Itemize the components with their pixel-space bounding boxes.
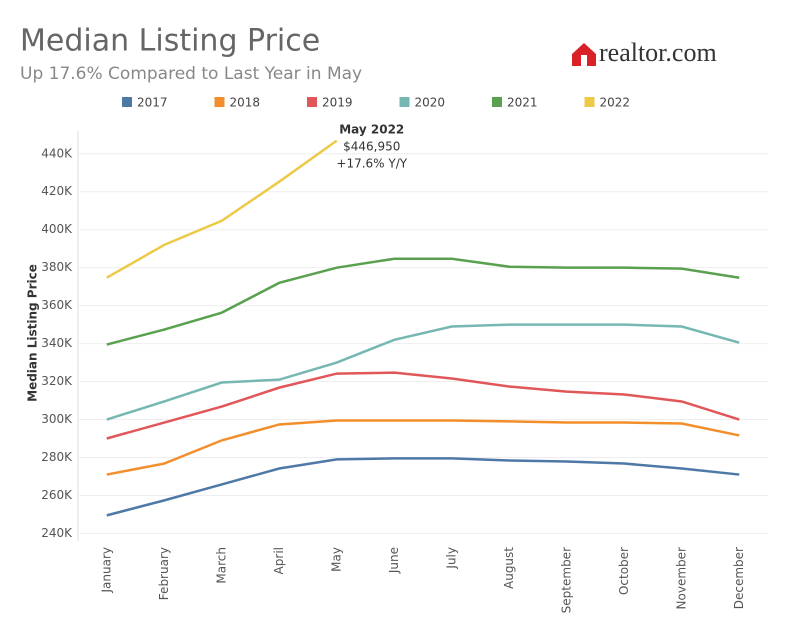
x-tick-label: February	[157, 547, 171, 600]
y-axis-label: Median Listing Price	[26, 264, 40, 402]
legend-label: 2020	[415, 96, 446, 110]
x-tick-label: July	[444, 547, 458, 570]
x-tick-label: June	[387, 547, 401, 574]
legend-swatch	[122, 97, 132, 107]
y-tick-label: 240K	[41, 526, 73, 540]
x-tick-label: September	[559, 547, 573, 613]
x-tick-label: December	[732, 547, 746, 609]
y-tick-label: 300K	[41, 412, 73, 426]
legend-swatch	[492, 97, 502, 107]
series-line	[106, 371, 740, 440]
series-line	[106, 419, 740, 476]
annotation: $446,950	[343, 140, 400, 154]
y-tick-label: 440K	[41, 146, 73, 160]
legend-label: 2017	[137, 96, 168, 110]
series-line	[106, 323, 740, 421]
y-tick-label: 400K	[41, 222, 73, 236]
x-tick-label: March	[214, 547, 228, 584]
legend-label: 2022	[600, 96, 631, 110]
y-tick-label: 360K	[41, 298, 73, 312]
legend-swatch	[307, 97, 317, 107]
series-line	[106, 139, 338, 279]
y-tick-label: 340K	[41, 336, 73, 350]
x-tick-label: May	[329, 547, 343, 572]
x-tick-label: October	[617, 547, 631, 595]
y-tick-label: 380K	[41, 260, 73, 274]
x-tick-label: August	[502, 547, 516, 589]
series-line	[106, 457, 740, 517]
legend-swatch	[214, 97, 225, 107]
legend-label: 2021	[507, 96, 538, 110]
annotation: May 2022	[339, 123, 404, 137]
legend-swatch	[399, 97, 410, 107]
y-tick-label: 420K	[41, 184, 73, 198]
legend-swatch	[584, 97, 595, 107]
legend-label: 2018	[230, 96, 261, 110]
y-tick-label: 320K	[41, 374, 73, 388]
series-line	[106, 257, 740, 346]
brand: realtor.com	[599, 38, 717, 67]
chart-title: Median Listing Price	[20, 24, 320, 59]
x-tick-label: April	[272, 547, 286, 574]
x-tick-label: November	[674, 547, 688, 609]
x-tick-label: January	[99, 547, 113, 594]
y-tick-label: 280K	[41, 450, 73, 464]
logo-icon	[572, 43, 596, 66]
legend-label: 2019	[322, 96, 353, 110]
annotation: +17.6% Y/Y	[336, 157, 407, 171]
chart-subtitle: Up 17.6% Compared to Last Year in May	[20, 64, 362, 84]
y-tick-label: 260K	[41, 488, 73, 502]
